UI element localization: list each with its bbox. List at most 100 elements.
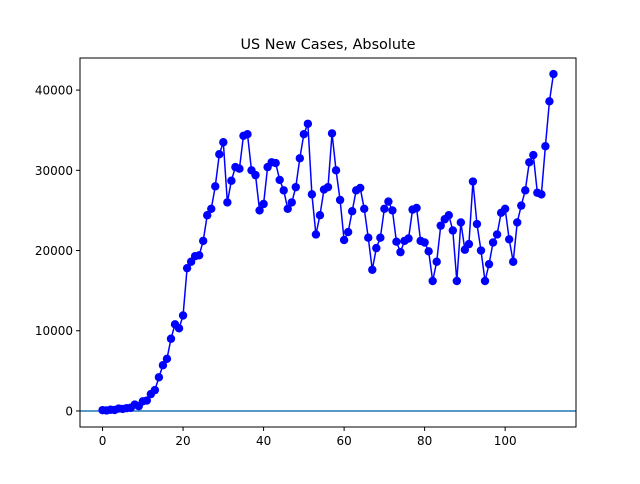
data-point bbox=[283, 204, 292, 214]
data-point bbox=[468, 177, 478, 186]
data-point bbox=[356, 183, 365, 193]
data-point bbox=[255, 206, 264, 215]
data-point bbox=[476, 246, 486, 255]
data-point bbox=[452, 276, 462, 286]
axes-frame bbox=[79, 57, 577, 428]
data-point bbox=[207, 204, 216, 214]
data-point bbox=[436, 221, 445, 230]
y-tick-label: 20000 bbox=[35, 244, 73, 258]
data-point bbox=[368, 265, 377, 274]
data-point bbox=[182, 263, 192, 273]
data-point bbox=[211, 182, 220, 191]
x-tick-label: 80 bbox=[417, 434, 432, 448]
x-tick-label: 0 bbox=[99, 434, 107, 448]
data-point bbox=[154, 373, 164, 382]
data-point bbox=[178, 311, 188, 320]
data-point bbox=[291, 182, 300, 192]
data-point bbox=[472, 219, 482, 229]
data-point bbox=[198, 236, 208, 246]
data-point bbox=[323, 182, 333, 192]
data-point bbox=[303, 119, 313, 128]
data-point bbox=[158, 361, 168, 370]
data-point bbox=[525, 158, 534, 167]
data-point bbox=[219, 138, 228, 147]
data-point bbox=[448, 226, 458, 235]
data-point bbox=[335, 195, 345, 205]
data-point bbox=[315, 211, 325, 220]
data-point bbox=[384, 197, 393, 206]
y-tick-label: 30000 bbox=[35, 164, 73, 178]
data-point bbox=[142, 396, 152, 405]
axes: 0 20 40 60 80 100 0 10000 20000 30000 40000 bbox=[35, 57, 577, 448]
data-point bbox=[541, 142, 550, 151]
data-point bbox=[480, 276, 490, 286]
data-point bbox=[223, 198, 232, 207]
data-point bbox=[287, 198, 296, 207]
data-point bbox=[404, 234, 413, 243]
data-point bbox=[517, 201, 526, 210]
x-tick-label: 60 bbox=[336, 434, 351, 448]
data-point bbox=[412, 203, 421, 213]
data-point bbox=[251, 170, 260, 180]
data-point bbox=[295, 154, 305, 163]
data-point bbox=[203, 211, 212, 220]
data-point bbox=[428, 276, 437, 286]
data-point bbox=[343, 227, 353, 237]
data-point bbox=[504, 235, 514, 244]
data-point bbox=[311, 230, 321, 239]
data-point bbox=[529, 150, 538, 160]
data-point bbox=[174, 324, 184, 333]
data-point bbox=[537, 190, 546, 199]
data-point bbox=[299, 130, 309, 139]
data-point bbox=[347, 207, 357, 216]
data-point bbox=[194, 251, 204, 260]
chart-title: US New Cases, Absolute bbox=[241, 37, 416, 53]
data-point bbox=[545, 97, 554, 106]
data-point bbox=[464, 239, 474, 249]
data-point bbox=[500, 204, 510, 214]
plot-area bbox=[80, 69, 576, 415]
data-point bbox=[508, 257, 518, 266]
data-point bbox=[432, 257, 441, 266]
data-point bbox=[444, 211, 453, 220]
data-point bbox=[215, 150, 224, 159]
data-point bbox=[327, 129, 337, 138]
data-point bbox=[488, 238, 498, 247]
data-point bbox=[492, 230, 502, 239]
data-point bbox=[513, 218, 522, 227]
data-point bbox=[456, 218, 466, 227]
data-point bbox=[392, 237, 401, 246]
y-tick-label: 0 bbox=[65, 404, 73, 418]
data-point bbox=[424, 247, 433, 256]
data-point bbox=[243, 130, 252, 139]
data-point bbox=[166, 334, 176, 343]
data-point bbox=[376, 233, 385, 242]
data-point bbox=[279, 186, 288, 195]
x-tick-label: 20 bbox=[175, 434, 190, 448]
data-point bbox=[364, 233, 373, 242]
y-tick-label: 40000 bbox=[35, 84, 73, 98]
data-point bbox=[372, 243, 381, 253]
data-point bbox=[235, 164, 244, 173]
data-point bbox=[549, 69, 558, 79]
data-point bbox=[396, 247, 405, 257]
y-tick-label: 10000 bbox=[35, 324, 73, 338]
data-point bbox=[259, 199, 268, 209]
data-point bbox=[307, 190, 317, 199]
data-point bbox=[339, 235, 349, 245]
data-point bbox=[331, 166, 341, 175]
data-point bbox=[162, 354, 172, 364]
x-tick-label: 40 bbox=[256, 434, 271, 448]
data-point bbox=[271, 158, 280, 168]
data-point bbox=[360, 204, 369, 214]
data-point bbox=[521, 186, 530, 195]
data-point bbox=[275, 175, 284, 185]
data-point bbox=[150, 385, 160, 395]
data-point bbox=[484, 259, 494, 269]
data-point bbox=[380, 204, 389, 214]
data-point bbox=[420, 238, 429, 247]
x-tick-label: 100 bbox=[494, 434, 517, 448]
